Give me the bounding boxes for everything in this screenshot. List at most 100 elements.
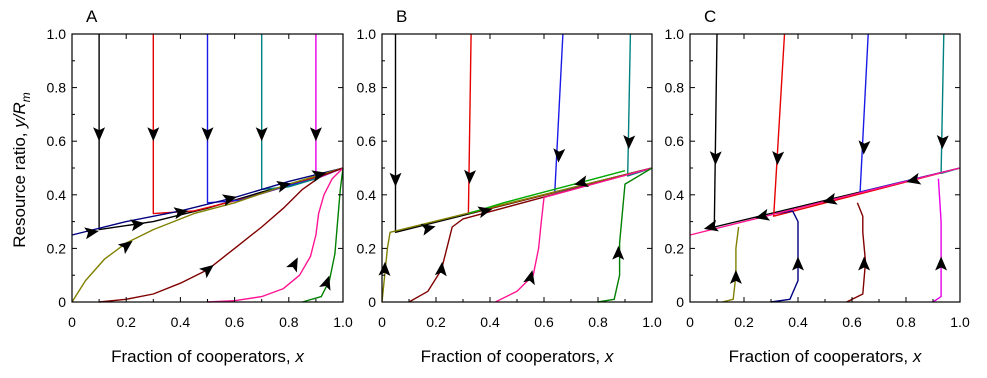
y-axis-label-var: y/R: [10, 102, 29, 129]
x-tick-label: 0.8: [896, 314, 916, 330]
y-tick-label: 0.2: [665, 240, 685, 256]
y-tick-label: 1.0: [357, 26, 377, 42]
trajectory-line: [408, 167, 653, 303]
plot-frame: [381, 33, 653, 303]
trajectory-line: [932, 178, 942, 303]
x-tick-label: 0.6: [534, 314, 554, 330]
x-tick-label: 0.4: [171, 314, 191, 330]
trajectory-line: [770, 210, 799, 303]
panel-a: 0 0.2 0.4 0.6 0.8 1.0 0 0.2 0.4 0.6 0.8 1.0 A Fractio…: [47, 7, 353, 366]
flow-arrowhead: [729, 269, 742, 284]
panel-label: A: [86, 7, 98, 26]
x-tick-label: 0.4: [480, 314, 500, 330]
flow-arrowhead: [420, 223, 436, 236]
trajectory-line: [627, 33, 653, 177]
trajectory-line: [207, 167, 344, 303]
y-tick-label: 0.4: [47, 187, 67, 203]
y-tick-label: 0.8: [47, 80, 67, 96]
trajectory-line: [261, 34, 344, 191]
flow-arrowhead: [147, 127, 160, 142]
x-tick-label: 1.0: [642, 314, 662, 330]
flow-arrowhead: [792, 256, 804, 271]
y-tick-label: 0.6: [665, 133, 685, 149]
flow-arrowhead: [389, 172, 402, 187]
plot-frame: [689, 33, 961, 303]
flow-arrowhead: [906, 172, 922, 185]
x-tick-label: 0: [68, 314, 76, 330]
x-tick-label: 0.2: [734, 314, 754, 330]
flow-arrowhead: [703, 219, 719, 232]
panel-c: 0 0.2 0.4 0.6 0.8 1.0 0 0.2 0.4 0.6 0.8 1.0 C Fractio…: [665, 7, 970, 366]
flow-arrowhead: [434, 261, 447, 277]
flow-arrowhead: [822, 192, 838, 205]
y-tick-label: 1.0: [47, 26, 67, 42]
trajectory-line: [554, 33, 653, 193]
trajectory-line: [71, 167, 344, 303]
flow-arrowhead: [117, 240, 133, 255]
x-tick-label: 0.6: [842, 314, 862, 330]
x-tick-label: 1.0: [333, 314, 353, 330]
flow-arrowhead: [84, 227, 99, 240]
x-axis-label: Fraction of cooperators, x: [729, 347, 922, 366]
flow-arrowhead: [464, 169, 477, 184]
x-axis-label-main: Fraction of cooperators,: [111, 347, 295, 366]
trajectory-line: [71, 167, 344, 236]
trajectory-line: [468, 170, 626, 215]
y-tick-label: 0.8: [357, 80, 377, 96]
flow-arrowhead: [574, 175, 590, 188]
x-axis-label-main: Fraction of cooperators,: [421, 347, 605, 366]
flow-arrowhead: [130, 219, 145, 232]
trajectory-line: [302, 167, 344, 303]
x-axis-label: Fraction of cooperators, x: [111, 347, 304, 366]
trajectory-line: [859, 33, 961, 193]
trajectory-line: [940, 33, 961, 175]
flow-arrowhead: [612, 245, 625, 260]
trajectory-line: [846, 202, 867, 303]
x-tick-label: 0.2: [116, 314, 136, 330]
y-tick-label: 0.2: [47, 240, 67, 256]
x-tick-label: 0: [686, 314, 694, 330]
x-axis-label-main: Fraction of cooperators,: [729, 347, 913, 366]
trajectory-line: [99, 167, 344, 303]
flow-arrowhead: [755, 208, 771, 221]
x-axis-label: Fraction of cooperators, x: [421, 347, 614, 366]
flow-arrowhead: [936, 134, 949, 150]
flow-arrowhead: [553, 148, 566, 163]
flow-arrowhead: [477, 206, 493, 219]
x-tick-label: 0.8: [279, 314, 299, 330]
flow-arrowhead: [173, 207, 189, 220]
x-tick-label: 0.8: [588, 314, 608, 330]
flow-arrowhead: [311, 170, 327, 182]
y-tick-label: 0: [368, 294, 376, 310]
panel-label: C: [704, 7, 716, 26]
y-tick-label: 0.4: [665, 187, 685, 203]
flow-arrowhead: [276, 181, 292, 193]
flow-arrowhead: [935, 256, 948, 271]
y-tick-label: 1.0: [665, 26, 685, 42]
flow-arrowhead: [858, 256, 871, 271]
y-tick-label: 0.6: [47, 133, 67, 149]
x-axis-label-var: x: [912, 347, 922, 366]
flow-arrowhead: [286, 257, 298, 273]
trajectory-line: [152, 34, 344, 215]
y-tick-label: 0.6: [357, 133, 377, 149]
x-tick-label: 0.4: [788, 314, 808, 330]
flow-arrowhead: [319, 275, 331, 291]
flow-arrowhead: [709, 151, 722, 166]
flow-arrowhead: [623, 134, 636, 150]
trajectory-line: [597, 167, 653, 303]
trajectory-line: [206, 34, 344, 204]
trajectory-line: [381, 167, 653, 303]
flow-arrowhead: [309, 127, 322, 142]
flow-arrowhead: [93, 127, 106, 142]
panel-label: B: [396, 7, 407, 26]
flow-arrowhead: [523, 270, 535, 286]
panel-b: 0 0.2 0.4 0.6 0.8 1.0 0 0.2 0.4 0.6 0.8 1.0 B Fractio…: [357, 7, 662, 366]
trajectory-line: [722, 226, 740, 303]
y-axis-label: Resource ratio, y/Rm: [10, 92, 33, 248]
y-axis-label-main: Resource ratio,: [10, 128, 29, 248]
flow-arrowhead: [201, 127, 214, 142]
trajectory-line: [315, 34, 344, 180]
y-tick-label: 0.8: [665, 80, 685, 96]
y-tick-label: 0: [676, 294, 684, 310]
